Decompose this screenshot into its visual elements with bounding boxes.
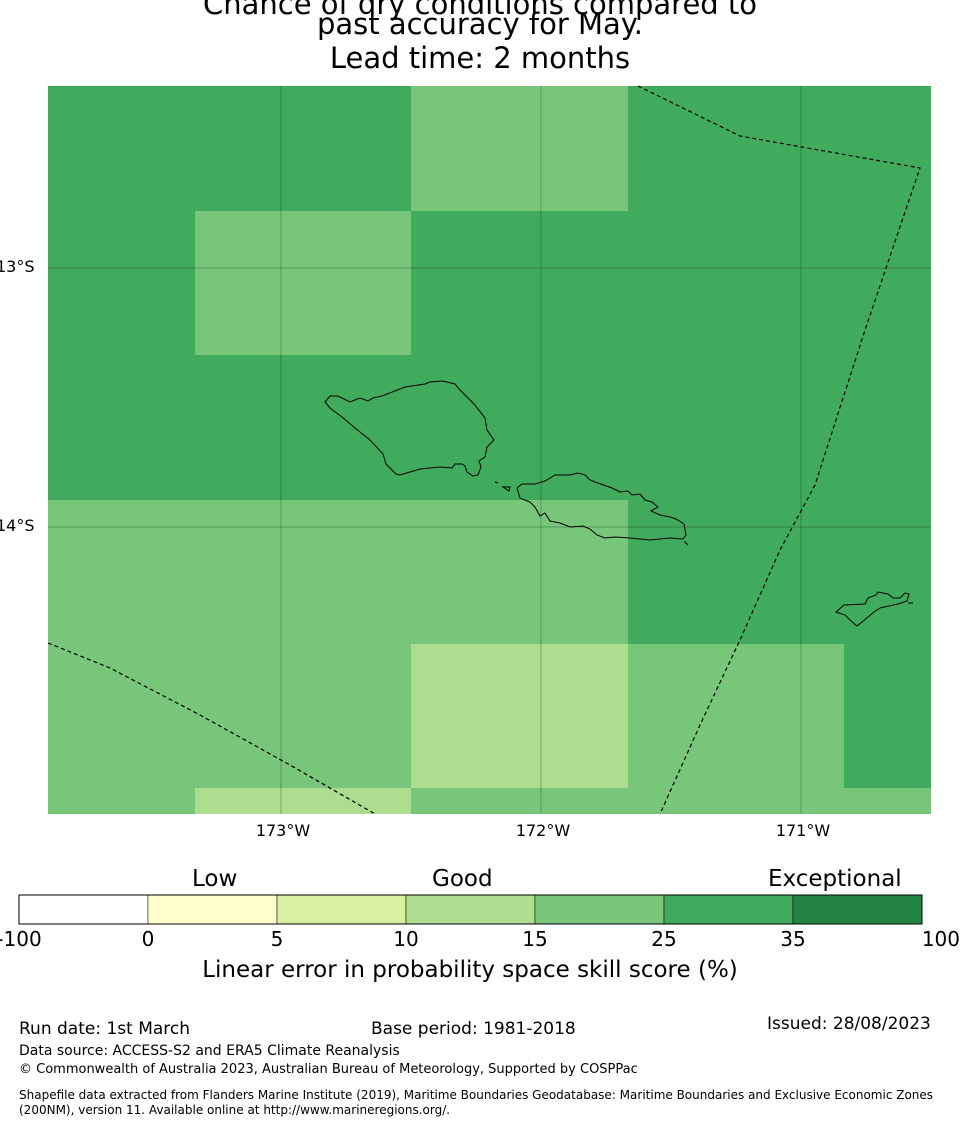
grid-cell: [844, 788, 931, 814]
colorbar-bin-neg100-0: [18, 894, 149, 925]
apolima-islet: [494, 481, 499, 484]
colorbar-bin-35-100: [792, 894, 923, 925]
lat-label-13s: 13°S: [0, 257, 35, 276]
colorbar-tick: 25: [651, 927, 677, 951]
legend-category-exceptional: Exceptional: [768, 866, 902, 892]
map-title-line-3: Lead time: 2 months: [329, 41, 631, 75]
grid-cell: [411, 644, 628, 788]
manono-islet: [501, 486, 511, 492]
colorbar-frame: [18, 894, 923, 925]
skill-grid: [48, 86, 931, 814]
copyright: © Commonwealth of Australia 2023, Austra…: [19, 1062, 638, 1077]
shapefile-credit-line-2: (200NM), version 11. Available online at…: [19, 1103, 451, 1117]
colorbar-bin-5-10: [276, 894, 407, 925]
map-title-line-2: past accuracy for May.: [316, 7, 644, 41]
upolu-island: [516, 472, 687, 541]
colorbar-tick: 5: [270, 927, 284, 951]
grid-cell: [195, 211, 411, 355]
legend-category-good: Good: [432, 866, 493, 892]
lon-label-173w: 173°W: [255, 821, 311, 840]
lat-label-14s: 14°S: [0, 516, 35, 535]
colorbar-bin-15-25: [534, 894, 665, 925]
base-period: Base period: 1981-2018: [371, 1019, 576, 1039]
colorbar-bin-25-35: [663, 894, 794, 925]
eez-boundary-south: [47, 642, 376, 815]
colorbar-bin-0-5: [147, 894, 278, 925]
colorbar: [18, 894, 923, 925]
savaii-island: [324, 380, 495, 477]
data-source: Data source: ACCESS-S2 and ERA5 Climate …: [19, 1043, 400, 1059]
upolu-islet: [683, 540, 689, 546]
eez-boundary-east: [637, 85, 921, 815]
colorbar-tick: 0: [141, 927, 155, 951]
colorbar-tick: -100: [0, 927, 42, 951]
grid-cell: [195, 788, 411, 814]
colorbar-title: Linear error in probability space skill …: [202, 957, 738, 983]
run-date: Run date: 1st March: [19, 1019, 191, 1039]
grid-cell: [628, 644, 844, 814]
lon-label-172w: 172°W: [515, 821, 571, 840]
shapefile-credit-line-1: Shapefile data extracted from Flanders M…: [19, 1088, 934, 1102]
colorbar-bin-10-15: [405, 894, 536, 925]
eez-boundaries: [47, 85, 921, 815]
grid-cell: [411, 86, 628, 211]
lon-label-171w: 171°W: [775, 821, 831, 840]
map-title-line-1: Chance of dry conditions compared to: [202, 0, 758, 21]
colorbar-tick: 10: [393, 927, 419, 951]
legend-category-low: Low: [192, 866, 238, 892]
graticule: [48, 86, 931, 814]
issued-date: Issued: 28/08/2023: [767, 1014, 931, 1034]
coastlines: [324, 380, 913, 627]
colorbar-tick: 35: [780, 927, 806, 951]
colorbar-tick: 15: [522, 927, 548, 951]
tutuila-island: [835, 591, 910, 627]
colorbar-tick: 100: [921, 927, 960, 951]
